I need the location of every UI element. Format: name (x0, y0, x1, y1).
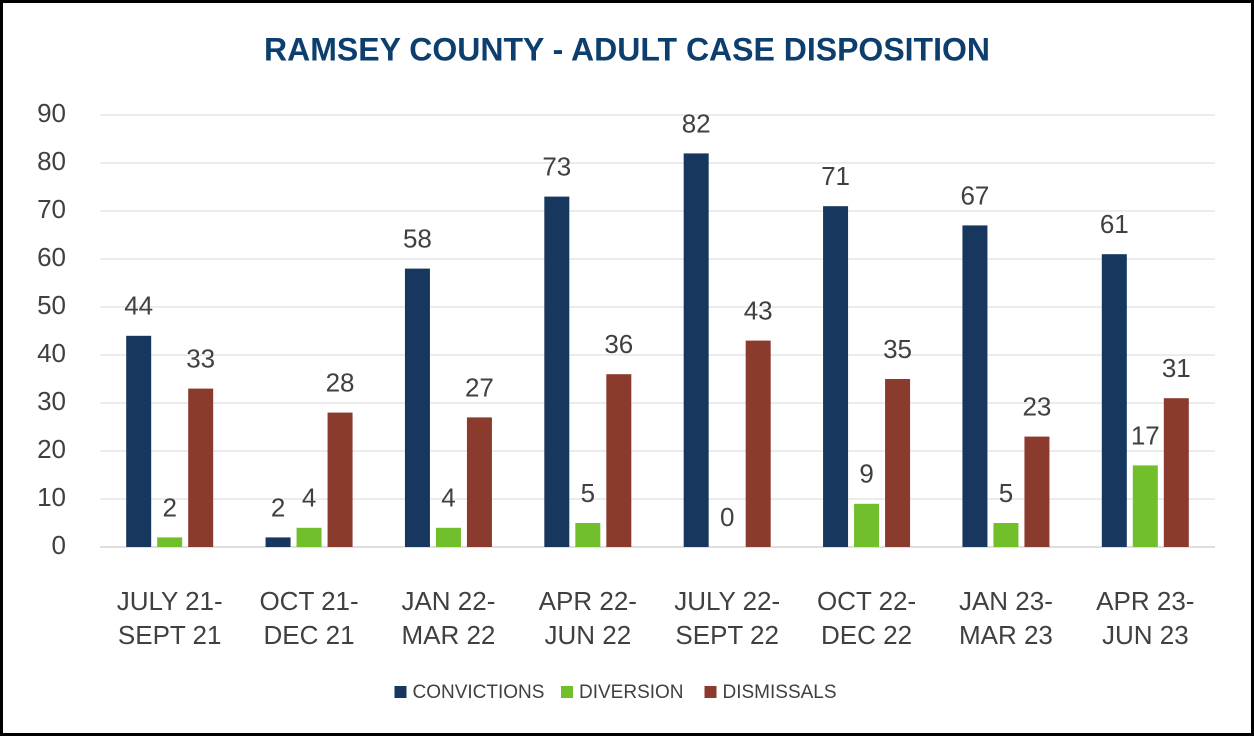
legend-label: DIVERSION (579, 682, 684, 703)
x-tick-label: JULY 21-SEPT 21 (117, 586, 223, 650)
bar (265, 537, 291, 547)
bar (1132, 465, 1158, 547)
y-tick-label: 50 (37, 290, 66, 320)
data-label: 23 (1022, 391, 1051, 421)
bar (1024, 436, 1050, 547)
data-label: 61 (1100, 209, 1129, 239)
data-label: 2 (162, 492, 176, 522)
data-label: 67 (960, 180, 989, 210)
bar (126, 335, 152, 547)
y-tick-label: 20 (37, 434, 66, 464)
bar (993, 523, 1019, 547)
bar (1101, 254, 1127, 547)
data-label: 43 (744, 295, 773, 325)
bar (683, 153, 709, 547)
data-label: 36 (604, 329, 633, 359)
data-label: 31 (1162, 353, 1191, 383)
bar (575, 523, 601, 547)
data-label: 73 (542, 151, 571, 181)
data-label: 35 (883, 334, 912, 364)
bar (327, 412, 353, 547)
data-label: 44 (124, 291, 153, 321)
data-label: 58 (403, 223, 432, 253)
x-tick-label: JULY 22-SEPT 22 (674, 586, 780, 650)
legend-label: DISMISSALS (723, 682, 837, 703)
data-label: 4 (441, 483, 455, 513)
y-tick-label: 10 (37, 482, 66, 512)
y-tick-label: 30 (37, 386, 66, 416)
data-label: 2 (271, 492, 285, 522)
x-tick-label: OCT 21-DEC 21 (259, 586, 358, 650)
data-label: 5 (999, 478, 1013, 508)
bar (404, 268, 430, 547)
legend-swatch (561, 686, 573, 698)
y-tick-label: 70 (37, 194, 66, 224)
bar (606, 374, 632, 547)
legend-label: CONVICTIONS (413, 682, 545, 703)
data-label: 4 (302, 483, 316, 513)
y-tick-label: 90 (37, 98, 66, 128)
data-label: 28 (326, 367, 355, 397)
bar (962, 225, 988, 547)
data-label: 9 (859, 459, 873, 489)
legend-swatch (394, 686, 407, 698)
bar (823, 206, 849, 547)
chart-title: RAMSEY COUNTY - ADULT CASE DISPOSITION (264, 31, 990, 67)
bar (745, 340, 771, 547)
y-tick-label: 60 (37, 242, 66, 272)
bar (435, 527, 461, 547)
data-label: 0 (720, 502, 734, 532)
y-tick-label: 80 (37, 146, 66, 176)
bar (885, 379, 911, 547)
data-label: 5 (581, 478, 595, 508)
x-tick-label: JAN 23-MAR 23 (959, 586, 1053, 650)
y-tick-label: 0 (52, 530, 66, 560)
x-tick-label: APR 23-JUN 23 (1096, 586, 1194, 650)
y-tick-label: 40 (37, 338, 66, 368)
x-tick-label: OCT 22-DEC 22 (817, 586, 916, 650)
bar (466, 417, 492, 547)
data-label: 27 (465, 372, 494, 402)
x-tick-label: JAN 22-MAR 22 (401, 586, 495, 650)
x-tick-label: APR 22-JUN 22 (539, 586, 637, 650)
legend-swatch (704, 686, 717, 698)
bar (157, 537, 183, 547)
bar (854, 503, 880, 547)
data-label: 82 (682, 108, 711, 138)
data-label: 17 (1131, 420, 1160, 450)
bar (296, 527, 322, 547)
bar (1163, 398, 1189, 547)
data-label: 71 (821, 161, 850, 191)
data-label: 33 (186, 343, 215, 373)
bar (188, 388, 214, 547)
bar (544, 196, 570, 547)
